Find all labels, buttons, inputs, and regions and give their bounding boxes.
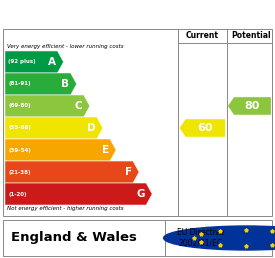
Text: Potential: Potential (231, 31, 271, 40)
Text: (69-80): (69-80) (8, 103, 31, 108)
Text: (81-91): (81-91) (8, 82, 31, 86)
Text: England & Wales: England & Wales (11, 231, 137, 244)
Polygon shape (5, 95, 90, 117)
Text: Very energy efficient - lower running costs: Very energy efficient - lower running co… (7, 44, 123, 50)
Text: Current: Current (186, 31, 219, 40)
Text: (21-38): (21-38) (8, 170, 31, 174)
Text: 2002/91/EC: 2002/91/EC (179, 238, 223, 247)
Polygon shape (5, 161, 139, 183)
Text: (55-68): (55-68) (8, 125, 31, 131)
Text: B: B (61, 79, 69, 89)
Polygon shape (180, 119, 225, 137)
Polygon shape (5, 51, 64, 73)
Text: (39-54): (39-54) (8, 148, 31, 152)
Polygon shape (5, 117, 103, 139)
Text: Energy Efficiency Rating: Energy Efficiency Rating (46, 7, 229, 20)
Polygon shape (5, 73, 77, 95)
Text: D: D (87, 123, 95, 133)
Text: F: F (125, 167, 132, 177)
Polygon shape (5, 139, 116, 161)
Text: C: C (75, 101, 82, 111)
Text: Not energy efficient - higher running costs: Not energy efficient - higher running co… (7, 206, 123, 211)
Text: 60: 60 (198, 123, 213, 133)
Bar (3, 220, 272, 256)
Text: A: A (48, 57, 56, 67)
Polygon shape (228, 97, 271, 115)
Text: (1-20): (1-20) (8, 191, 27, 197)
Text: (92 plus): (92 plus) (8, 59, 36, 64)
Text: G: G (136, 189, 145, 199)
Text: EU Directive: EU Directive (177, 228, 224, 237)
Text: E: E (101, 145, 109, 155)
Polygon shape (5, 183, 152, 205)
Circle shape (164, 226, 275, 250)
Text: 80: 80 (245, 101, 260, 111)
